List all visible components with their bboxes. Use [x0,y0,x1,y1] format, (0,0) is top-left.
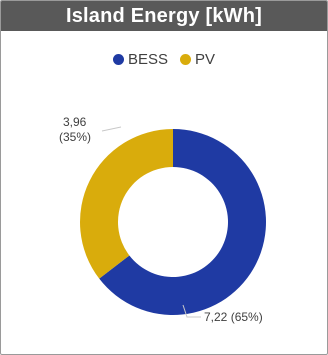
legend-item-bess[interactable]: BESS [112,51,168,68]
chart-title: Island Energy [kWh] [1,1,327,31]
donut-slice-pv[interactable] [80,129,173,279]
leader-line-pv [101,126,122,132]
donut-slice-bess[interactable] [99,129,266,315]
donut-slices [80,129,266,315]
legend-item-pv[interactable]: PV [180,51,215,68]
legend-label-pv: PV [195,51,216,68]
legend-label-bess: BESS [127,51,168,68]
data-label-pv-percent: (35%) [59,130,91,144]
leader-line-bess [182,304,201,318]
data-label-bess: 7,22 (65%) [204,310,263,324]
chart-legend: BESS PV [1,51,327,68]
data-label-pv-value: 3,96 [63,115,87,129]
legend-marker-bess [112,54,124,65]
legend-marker-pv [180,54,191,65]
